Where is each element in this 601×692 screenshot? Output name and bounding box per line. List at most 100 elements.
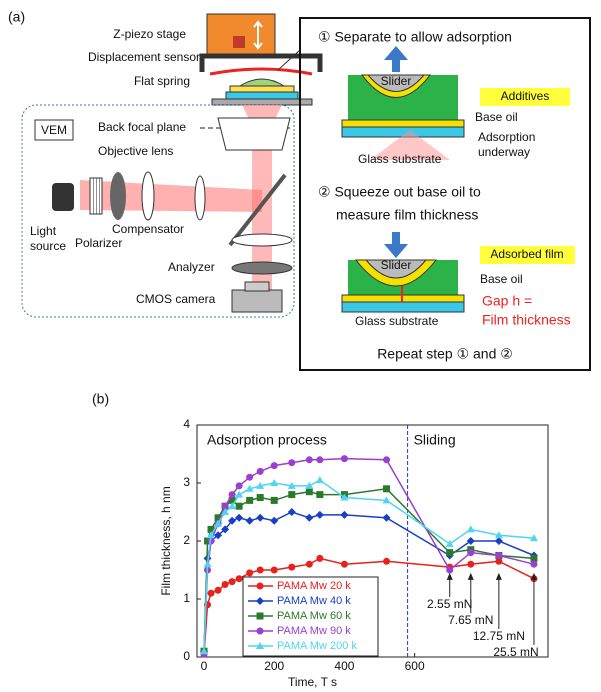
marker	[466, 537, 475, 545]
slider	[366, 74, 426, 92]
legend-label: PAMA Mw 40 k	[277, 595, 351, 607]
marker	[305, 513, 314, 522]
polarizer	[89, 177, 103, 215]
marker	[466, 525, 475, 533]
legend-label: PAMA Mw 90 k	[277, 625, 351, 637]
marker	[256, 513, 265, 522]
marker	[221, 581, 229, 588]
legend-label: PAMA Mw 200 k	[277, 640, 357, 652]
marker	[235, 502, 243, 510]
label: Slider	[381, 258, 412, 272]
label: Back focal plane	[98, 120, 186, 134]
lens	[194, 175, 206, 221]
marker	[445, 539, 454, 547]
marker	[256, 467, 264, 475]
label: Film thickness	[482, 312, 571, 328]
marker	[270, 462, 278, 470]
step-title: measure film thickness	[336, 207, 478, 223]
legend-marker	[256, 642, 264, 649]
label: CMOS camera	[136, 292, 216, 306]
beam	[370, 130, 450, 160]
marker	[270, 496, 278, 504]
marker	[495, 557, 503, 565]
y-tick-label: 0	[183, 649, 190, 663]
stage	[211, 98, 313, 106]
marker	[256, 566, 264, 574]
arrow	[253, 20, 263, 50]
camera	[244, 281, 270, 292]
marker	[316, 491, 324, 499]
sensor	[233, 36, 245, 48]
label: Glass substrate	[355, 314, 439, 328]
arrow-head	[446, 572, 453, 580]
beam	[252, 125, 272, 300]
arrow	[384, 232, 408, 258]
label: underway	[478, 145, 530, 159]
beam	[80, 180, 262, 212]
marker	[270, 479, 279, 486]
arrow	[384, 46, 408, 72]
marker	[316, 554, 324, 562]
legend-label: PAMA Mw 20 k	[277, 580, 351, 592]
marker	[305, 456, 313, 464]
label: VEM	[41, 123, 67, 137]
glass	[341, 301, 465, 313]
marker	[228, 502, 237, 510]
compensator	[110, 172, 126, 220]
marker	[214, 514, 222, 522]
marker	[203, 560, 212, 568]
x-tick-label: 600	[405, 659, 425, 673]
marker	[530, 560, 538, 568]
label: Displacement sensor	[88, 50, 200, 64]
marker	[228, 496, 236, 504]
slider	[364, 259, 428, 279]
marker	[467, 560, 475, 568]
arrow-head	[495, 572, 502, 580]
arrow-head	[467, 572, 474, 580]
marker	[494, 531, 503, 539]
marker	[246, 473, 254, 481]
y-tick-label: 3	[183, 475, 190, 489]
light-source	[52, 183, 74, 211]
marker	[207, 525, 215, 533]
marker	[446, 549, 454, 557]
marker	[221, 525, 230, 534]
y-axis-label: Film thickness, h nm	[159, 486, 173, 595]
marker	[235, 513, 244, 522]
label: Base oil	[480, 272, 523, 286]
panel-label: (a)	[8, 9, 25, 25]
step-title: ① Separate to allow adsorption	[318, 29, 512, 45]
label: Additives	[501, 89, 550, 103]
marker	[245, 484, 254, 492]
tag	[480, 246, 575, 264]
step-box	[299, 17, 591, 371]
label: Analyzer	[168, 260, 215, 274]
marker	[340, 560, 348, 568]
y-tick-label: 2	[183, 533, 190, 547]
marker	[235, 482, 243, 490]
marker	[256, 481, 265, 489]
label: Adsorbed film	[490, 247, 563, 261]
lens	[141, 171, 155, 221]
y-tick-label: 1	[183, 591, 190, 605]
mirror	[228, 173, 287, 247]
annotation: Sliding	[414, 432, 456, 448]
marker	[214, 531, 223, 540]
label: Compensator	[112, 222, 184, 236]
label: Polarizer	[75, 236, 122, 250]
glass	[225, 91, 299, 100]
marker	[495, 552, 503, 559]
label: source	[30, 239, 66, 253]
annotation: Adsorption process	[207, 432, 327, 448]
marker	[287, 508, 296, 516]
marker	[467, 549, 475, 557]
marker	[305, 488, 313, 496]
marker	[221, 502, 229, 510]
label: Glass substrate	[358, 152, 442, 166]
objective	[217, 117, 291, 151]
connector	[277, 49, 301, 71]
label: Light	[30, 224, 57, 238]
marker	[383, 456, 391, 464]
label: Gap h =	[482, 293, 532, 309]
step-title: ② Squeeze out base oil to	[318, 184, 481, 200]
